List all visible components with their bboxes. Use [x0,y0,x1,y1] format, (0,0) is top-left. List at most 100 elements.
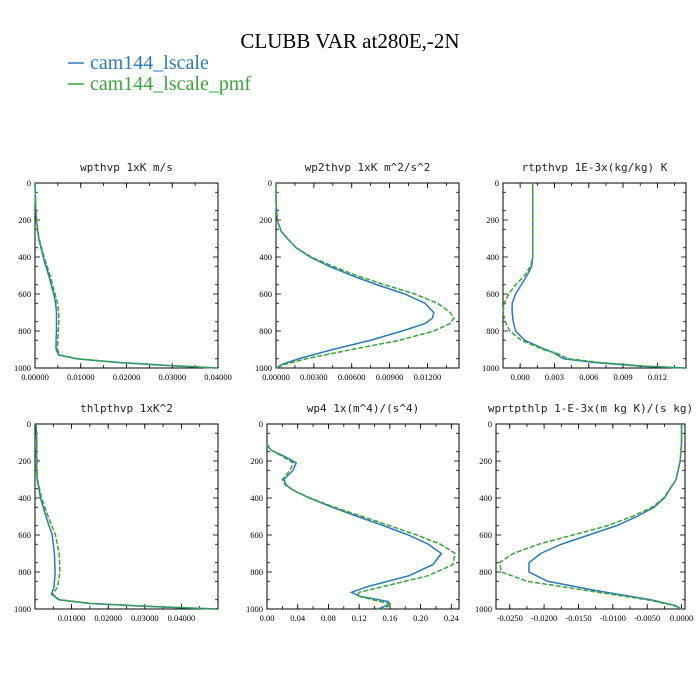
y-tick-label: 600 [479,530,492,540]
y-tick-label: 600 [259,289,272,299]
x-tick-label: 0.04 [290,613,306,623]
x-tick-label: 0.01000 [58,613,86,623]
y-tick-label: 200 [18,215,31,225]
series-line-lscale [34,182,216,369]
y-tick-label: 800 [479,567,492,577]
y-tick-label: 800 [18,567,31,577]
y-tick-label: 1000 [246,604,263,614]
y-tick-label: 0 [27,178,31,188]
series-line-lscale-pmf [266,443,456,610]
x-tick-label: 0.04000 [204,372,232,382]
y-tick-label: 800 [259,326,272,336]
y-tick-label: 600 [18,530,31,540]
x-tick-label: -0.0150 [565,613,591,623]
y-tick-label: 0 [268,178,272,188]
y-tick-label: 800 [250,567,263,577]
x-tick-label: 0.00600 [338,372,366,382]
plot-frame [266,423,460,610]
x-tick-label: 0.000 [511,372,530,382]
y-tick-label: 400 [479,493,492,503]
y-tick-label: 200 [479,456,492,466]
legend: cam144_lscale cam144_lscale_pmf [68,52,251,95]
x-tick-label: -0.0250 [497,613,523,623]
x-tick-label: -0.0050 [634,613,660,623]
y-tick-label: 200 [250,456,263,466]
legend-label-lscale: cam144_lscale [90,52,209,74]
series-line-lscale-pmf [275,183,455,369]
panel-thlpthvp: thlpthvp 1xK^2 0 200 400 600 800 1000 0.01000 0.… [14,402,219,623]
y-tick-label: 800 [18,326,31,336]
x-tick-label: -0.0100 [600,613,626,623]
x-tick-label: 0.04000 [168,613,196,623]
x-tick-label: 0.006 [579,372,598,382]
y-tick-label: 0 [488,419,492,429]
x-tick-label: 0.00900 [376,372,404,382]
series-line-lscale-pmf [502,183,687,369]
panel-title: thlpthvp 1xK^2 [80,402,173,415]
series-line-lscale [35,423,215,610]
series-line-lscale-pmf [498,424,683,610]
panel-title: wpthvp 1xK m/s [80,161,173,174]
x-tick-label: 0.02000 [94,613,122,623]
plot-frame [495,423,686,610]
y-tick-label: 200 [486,215,499,225]
figure-title: CLUBB VAR at280E,-2N [240,29,459,53]
y-tick-label: 400 [486,252,499,262]
y-tick-label: 1000 [475,604,492,614]
y-tick-label: 1000 [482,363,499,373]
series-line-lscale-pmf [35,423,217,610]
y-tick-label: 400 [18,493,31,503]
x-tick-label: 0.003 [545,372,564,382]
y-tick-label: 200 [259,215,272,225]
x-tick-label: 0.0000 [670,613,693,623]
y-tick-label: 400 [250,493,263,503]
panel-title: wp4 1x(m^4)/(s^4) [307,402,420,415]
x-tick-label: 0.02000 [113,372,141,382]
plot-frame [502,182,687,369]
x-tick-label: 0.00300 [300,372,328,382]
series-line-lscale [266,443,443,610]
panel-rtpthvp: rtpthvp 1E-3x(kg/kg) K 0 200 400 600 800 1000 0… [482,161,687,382]
y-tick-label: 200 [18,456,31,466]
legend-label-lscale-pmf: cam144_lscale_pmf [90,73,251,95]
panel-title: wprtpthlp 1-E-3x(m kg K)/(s kg) [488,402,693,415]
panel-title: wp2thvp 1xK m^2/s^2 [305,161,431,174]
x-tick-label: 0.01200 [414,372,442,382]
y-tick-label: 1000 [255,363,272,373]
series-line-lscale [511,183,687,369]
y-tick-label: 400 [259,252,272,262]
x-tick-label: 0.24 [444,613,460,623]
x-tick-label: 0.00000 [21,372,49,382]
x-tick-label: 0.01000 [67,372,95,382]
y-tick-label: 1000 [14,363,31,373]
x-tick-label: 0.012 [648,372,667,382]
x-tick-label: -0.0200 [531,613,557,623]
y-tick-label: 600 [486,289,499,299]
y-tick-label: 400 [18,252,31,262]
y-tick-label: 0 [495,178,499,188]
y-tick-label: 600 [18,289,31,299]
x-tick-label: 0.009 [614,372,633,382]
plot-frame [34,182,219,369]
x-tick-label: 0.00000 [262,372,290,382]
x-tick-label: 0.08 [321,613,336,623]
x-tick-label: 0.12 [352,613,367,623]
y-tick-label: 0 [259,419,263,429]
x-tick-label: 0.16 [382,613,397,623]
panel-title: rtpthvp 1E-3x(kg/kg) K [522,161,668,174]
y-tick-label: 800 [486,326,499,336]
panel-wp2thvp: wp2thvp 1xK m^2/s^2020040060080010000.00… [255,161,460,382]
y-tick-label: 600 [250,530,263,540]
y-tick-label: 0 [27,419,31,429]
y-tick-label: 1000 [14,604,31,614]
plot-frame [34,423,219,610]
series-line-lscale-pmf [34,182,218,369]
x-tick-label: 0.00 [260,613,275,623]
series-line-lscale [528,424,683,610]
panel-wprtpthlp: wprtpthlp 1-E-3x(m kg K)/(s kg) 0 200 400 60… [475,402,693,623]
x-tick-label: 0.20 [413,613,428,623]
x-tick-label: 0.03000 [158,372,186,382]
